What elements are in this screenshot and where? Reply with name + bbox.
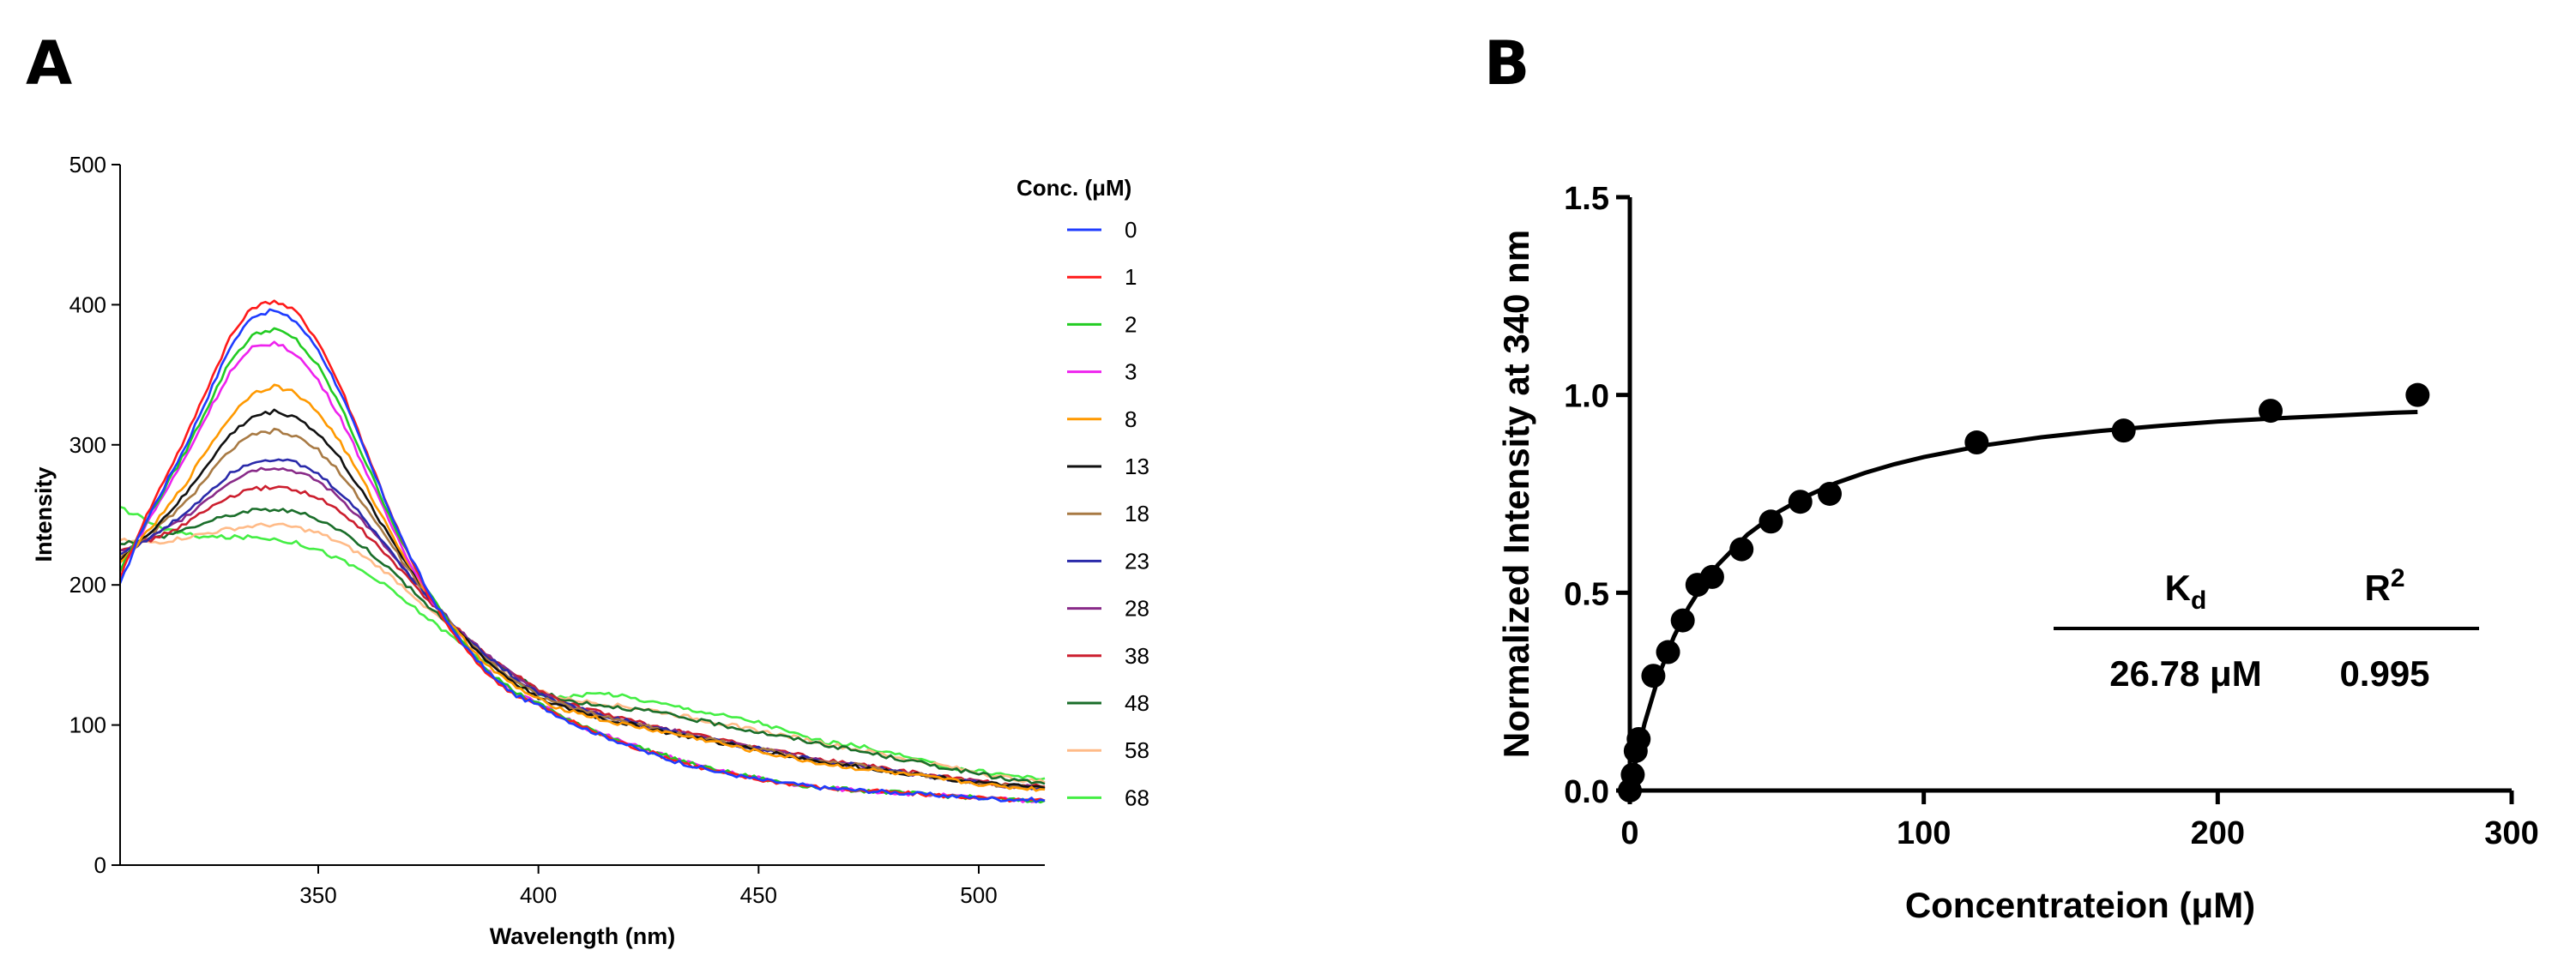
legend-label-3: 3 — [1125, 359, 1137, 385]
y-tick-label: 0.0 — [1564, 774, 1609, 810]
spectrum-line-13 — [118, 408, 1046, 790]
legend-label-13: 13 — [1125, 454, 1149, 479]
legend-label-0: 0 — [1125, 217, 1137, 243]
data-point — [1626, 727, 1651, 752]
data-point — [1699, 564, 1724, 589]
data-point — [2405, 382, 2430, 407]
x-tick-label: 100 — [1897, 815, 1951, 851]
x-tick-label: 350 — [299, 882, 336, 908]
legend-label-28: 28 — [1125, 596, 1149, 622]
r2-header: R2 — [2364, 564, 2404, 608]
spectrum-line-48 — [119, 508, 1046, 785]
x-tick-label: 0 — [1620, 815, 1638, 851]
legend-label-1: 1 — [1125, 264, 1137, 290]
spectrum-line-3 — [118, 340, 1046, 803]
y-tick-label: 100 — [69, 712, 106, 738]
y-tick-label: 1.5 — [1564, 181, 1609, 217]
spectrum-line-38 — [119, 484, 1046, 789]
legend-label-38: 38 — [1125, 643, 1149, 669]
data-point — [1670, 608, 1695, 633]
fit-parameters-table: Kd R2 26.78 μM 0.995 — [2054, 564, 2479, 694]
panel-b-y-axis-label: Normalized Intensity at 340 nm — [1496, 230, 1536, 758]
spectra-lines — [118, 299, 1046, 804]
spectrum-line-0 — [118, 308, 1046, 803]
data-point — [1788, 490, 1813, 514]
r2-value: 0.995 — [2339, 653, 2429, 694]
spectrum-line-18 — [119, 427, 1046, 791]
spectrum-line-23 — [119, 458, 1046, 791]
data-point — [1964, 430, 1989, 455]
panel-a-spectra-chart: 0 100 200 300 400 500 350 400 450 500 Wavelength… — [31, 152, 1149, 949]
fit-curve — [1627, 410, 2418, 791]
data-point — [1656, 640, 1680, 664]
y-tick-label: 500 — [69, 152, 106, 177]
spectrum-line-68 — [119, 505, 1046, 781]
y-tick-label: 400 — [69, 292, 106, 317]
legend-label-58: 58 — [1125, 737, 1149, 763]
x-tick-label: 450 — [740, 882, 777, 908]
x-tick-label: 500 — [960, 882, 997, 908]
panel-a-letter: A — [26, 28, 72, 99]
spectrum-line-58 — [119, 522, 1046, 784]
y-tick-label: 0.5 — [1564, 576, 1609, 612]
legend-label-2: 2 — [1125, 311, 1137, 337]
spectrum-line-8 — [119, 383, 1046, 792]
spectrum-line-1 — [118, 299, 1046, 803]
data-point — [1759, 509, 1783, 534]
panel-a-y-ticks: 0 100 200 300 400 500 — [69, 152, 120, 878]
legend-label-68: 68 — [1125, 785, 1149, 810]
x-tick-label: 200 — [2191, 815, 2245, 851]
panel-a-y-axis-label: Intensity — [31, 466, 57, 562]
data-point — [1620, 762, 1645, 787]
data-point — [2259, 399, 2283, 424]
y-tick-label: 0 — [94, 852, 106, 878]
y-tick-label: 300 — [69, 432, 106, 458]
panel-b-letter: B — [1484, 28, 1529, 99]
panel-a-x-ticks: 350 400 450 500 — [299, 865, 998, 908]
panel-b-x-axis-label: Concentrateion (μM) — [1905, 885, 2255, 925]
panel-b-x-ticks: 0 100 200 300 — [1620, 791, 2539, 851]
data-points — [1618, 382, 2430, 803]
y-tick-label: 200 — [69, 572, 106, 598]
legend-title: Conc. (μM) — [1017, 175, 1131, 201]
legend-label-23: 23 — [1125, 548, 1149, 574]
x-tick-label: 300 — [2484, 815, 2538, 851]
legend-label-8: 8 — [1125, 406, 1137, 432]
panel-a-x-axis-label: Wavelength (nm) — [490, 923, 676, 949]
data-point — [1818, 482, 1843, 506]
data-point — [1641, 664, 1666, 688]
data-point — [2111, 418, 2136, 443]
data-point — [1729, 537, 1754, 562]
legend-label-18: 18 — [1125, 501, 1149, 526]
legend-label-48: 48 — [1125, 690, 1149, 716]
panel-b-y-ticks: 0.0 0.5 1.0 1.5 — [1564, 181, 1630, 810]
spectrum-line-2 — [118, 327, 1046, 804]
panel-b-binding-chart: 0.0 0.5 1.0 1.5 0 100 200 300 Concentrateion (… — [1496, 181, 2539, 925]
kd-value: 26.78 μM — [2109, 653, 2261, 694]
x-tick-label: 400 — [520, 882, 557, 908]
spectrum-line-28 — [119, 466, 1046, 791]
y-tick-label: 1.0 — [1564, 379, 1609, 415]
kd-header: Kd — [2165, 568, 2207, 615]
